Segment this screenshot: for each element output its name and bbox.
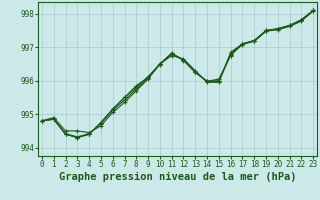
X-axis label: Graphe pression niveau de la mer (hPa): Graphe pression niveau de la mer (hPa) bbox=[59, 172, 296, 182]
